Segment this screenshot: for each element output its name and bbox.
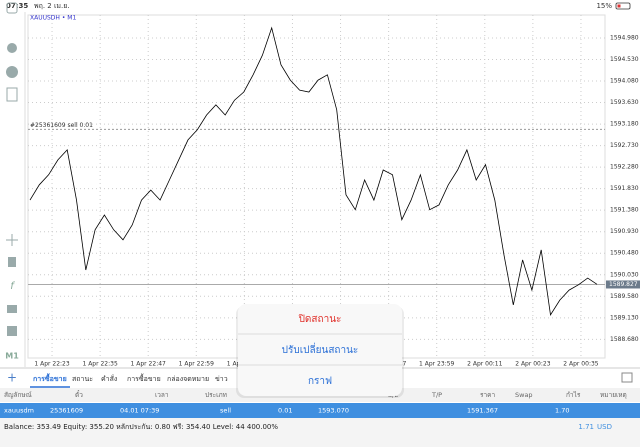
column-header: T/P xyxy=(431,391,442,399)
icon xyxy=(6,2,18,14)
row-cell: 1593.070 xyxy=(318,407,349,415)
icon xyxy=(8,257,16,267)
column-header: กำไร xyxy=(566,391,581,399)
function-icon: f xyxy=(10,281,15,292)
tabs: การซื้อขาย สถานะ คำสั่ง การซื้อขาย กล่องจดหม… xyxy=(30,372,228,388)
tab[interactable]: การซื้อขาย xyxy=(33,372,67,383)
popup-close[interactable]: ปิดสถานะ xyxy=(298,314,341,325)
icon xyxy=(7,326,17,336)
chart-symbol: XAUUSDH • M1 xyxy=(30,15,76,22)
selected-row[interactable] xyxy=(0,403,640,418)
popup-box xyxy=(238,304,402,396)
account-summary: Balance: 353.49 Equity: 355.20 หลักประกั… xyxy=(4,423,278,431)
x-tick-label: 2 Apr 00:11 xyxy=(467,361,502,368)
icon xyxy=(6,87,18,102)
x-tick-label: 1 Apr 22:23 xyxy=(34,361,69,368)
y-tick-label: 1593.630 xyxy=(610,99,639,106)
row-cell: 1591.367 xyxy=(467,407,498,415)
y-tick-label: 1592.730 xyxy=(610,142,639,149)
tab[interactable]: คำสั่ง xyxy=(101,374,117,383)
status-date: พฤ. 2 เม.ย. xyxy=(34,2,70,10)
y-tick-label: 1594.980 xyxy=(610,34,639,41)
y-tick-label: 1589.580 xyxy=(610,293,639,300)
y-tick-label: 1593.180 xyxy=(610,121,639,128)
column-header: ตั๋ว xyxy=(75,390,83,399)
x-tick-label: 1 Apr 22:59 xyxy=(179,361,214,368)
current-price: 1589.827 xyxy=(609,281,638,288)
column-header: หมายเหตุ xyxy=(600,391,627,399)
y-tick-label: 1590.480 xyxy=(610,250,639,257)
order-label: #25361609 sell 0.01 xyxy=(30,122,93,129)
y-tick-label: 1594.530 xyxy=(610,56,639,63)
y-tick-label: 1589.130 xyxy=(610,314,639,321)
row-cell: sell xyxy=(220,407,231,415)
x-tick-label: 1 Apr 23:59 xyxy=(419,361,454,368)
column-header: สัญลักษณ์ xyxy=(4,391,32,399)
battery-icon xyxy=(615,2,631,10)
icon xyxy=(7,43,17,53)
row-cell: 25361609 xyxy=(50,407,83,415)
battery: 15% xyxy=(596,2,612,10)
price-tag xyxy=(606,280,640,289)
price-line-series xyxy=(29,26,598,317)
row-cell: xauusdm xyxy=(4,407,34,415)
tab[interactable]: กล่องจดหมาย xyxy=(167,375,209,383)
y-tick-label: 1591.830 xyxy=(610,185,639,192)
y-tick-label: 1588.680 xyxy=(610,336,639,343)
footer xyxy=(0,418,640,447)
popup-chart[interactable]: กราฟ xyxy=(308,376,332,387)
tab[interactable]: ข่าว xyxy=(215,375,228,383)
y-tick-label: 1594.080 xyxy=(610,78,639,85)
table: สัญลักษณ์ตั๋วเวลาประเภทS/LT/PราคาSwapกำไ… xyxy=(4,390,627,415)
currency: USD xyxy=(597,423,612,431)
timeframe[interactable]: M1 xyxy=(5,352,19,361)
battery-level xyxy=(617,4,621,8)
add-button[interactable]: + xyxy=(7,371,17,385)
y-tick-label: 1590.030 xyxy=(610,271,639,278)
column-header: ราคา xyxy=(480,391,495,399)
x-tick-label: 1 Apr 22:47 xyxy=(131,361,166,368)
icon xyxy=(6,234,18,246)
icon xyxy=(6,66,18,78)
row-cell: 1.70 xyxy=(555,407,569,415)
toolbar-icons xyxy=(6,2,18,336)
y-tick-label: 1590.930 xyxy=(610,228,639,235)
row-cell: 0.01 xyxy=(278,407,292,415)
x-tick-label: 1 Apr 22:35 xyxy=(82,361,117,368)
tab[interactable]: การซื้อขาย xyxy=(127,372,161,383)
layout-button[interactable] xyxy=(621,372,633,383)
popup-modify[interactable]: ปรับเปลี่ยนสถานะ xyxy=(282,342,359,356)
x-tick-label: 2 Apr 00:35 xyxy=(563,361,598,368)
y-tick-label: 1591.380 xyxy=(610,207,639,214)
total-profit: 1.71 xyxy=(578,423,594,431)
column-header: Swap xyxy=(515,391,533,399)
column-header: เวลา xyxy=(155,391,169,399)
column-header: ประเภท xyxy=(205,391,227,399)
y-tick-label: 1592.280 xyxy=(610,164,639,171)
row-cell: 04.01 07:39 xyxy=(120,407,159,415)
tab[interactable]: สถานะ xyxy=(72,375,93,383)
x-tick-label: 2 Apr 00:23 xyxy=(515,361,550,368)
popup: ปิดสถานะ ปรับเปลี่ยนสถานะ กราฟ xyxy=(236,304,404,398)
icon xyxy=(7,305,17,313)
